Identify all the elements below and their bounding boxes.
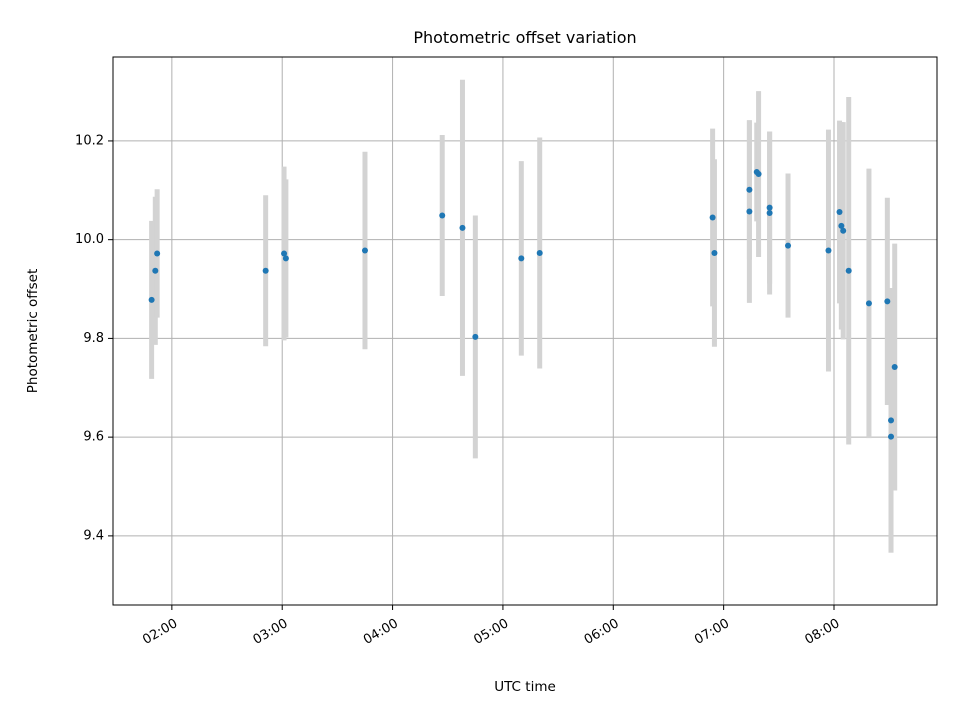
data-point: [891, 364, 898, 371]
data-points: [148, 169, 898, 440]
data-point: [865, 300, 872, 307]
data-point: [361, 247, 368, 254]
data-point: [840, 227, 847, 234]
data-point: [838, 222, 845, 229]
data-point: [766, 204, 773, 211]
data-point: [472, 333, 479, 340]
data-point: [888, 417, 895, 424]
data-point: [845, 267, 852, 274]
y-tick-label: 9.8: [83, 331, 104, 346]
data-point: [746, 208, 753, 215]
data-point: [711, 249, 718, 256]
data-point: [746, 186, 753, 193]
data-point: [888, 433, 895, 440]
y-tick-label: 10.0: [75, 232, 104, 247]
data-point: [785, 242, 792, 249]
data-point: [262, 267, 269, 274]
data-point: [152, 267, 159, 274]
data-point: [282, 255, 289, 262]
y-tick-label: 9.4: [83, 528, 104, 543]
data-point: [154, 250, 161, 257]
data-point: [825, 247, 832, 254]
data-point: [755, 171, 762, 178]
y-axis: 9.4 9.6 9.8 10.0 10.2: [75, 133, 113, 543]
x-axis-label: UTC time: [494, 679, 556, 695]
data-point: [536, 249, 543, 256]
y-tick-label: 9.6: [83, 430, 104, 445]
data-point: [439, 212, 446, 219]
data-point: [836, 209, 843, 216]
y-axis-label: Photometric offset: [25, 269, 41, 393]
data-point: [884, 298, 891, 305]
grid: [113, 57, 937, 605]
data-point: [709, 214, 716, 221]
y-tick-label: 10.2: [75, 133, 104, 148]
chart-title: Photometric offset variation: [413, 28, 636, 47]
data-point: [281, 250, 288, 257]
data-point: [148, 296, 155, 303]
data-point: [459, 224, 466, 231]
data-point: [518, 255, 525, 262]
data-point: [766, 210, 773, 217]
plot-area-frame: [112, 56, 938, 606]
